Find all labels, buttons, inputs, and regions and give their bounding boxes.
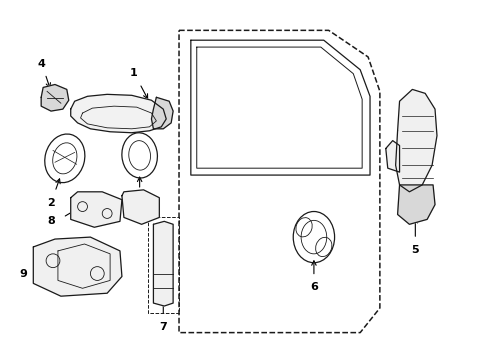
- Polygon shape: [71, 192, 122, 227]
- Text: 9: 9: [20, 269, 27, 279]
- Polygon shape: [71, 94, 166, 133]
- Text: 3: 3: [136, 196, 143, 206]
- Polygon shape: [397, 185, 434, 224]
- Polygon shape: [153, 221, 173, 306]
- Text: 6: 6: [309, 282, 317, 292]
- Polygon shape: [395, 89, 436, 192]
- Text: 1: 1: [130, 68, 137, 78]
- Text: 8: 8: [47, 216, 55, 226]
- Text: 2: 2: [47, 198, 55, 208]
- Polygon shape: [122, 190, 159, 224]
- Text: 5: 5: [411, 245, 418, 255]
- Text: 4: 4: [37, 59, 45, 69]
- Polygon shape: [385, 141, 399, 172]
- Polygon shape: [41, 85, 69, 111]
- Text: 7: 7: [159, 322, 167, 332]
- Polygon shape: [151, 97, 173, 129]
- Polygon shape: [33, 237, 122, 296]
